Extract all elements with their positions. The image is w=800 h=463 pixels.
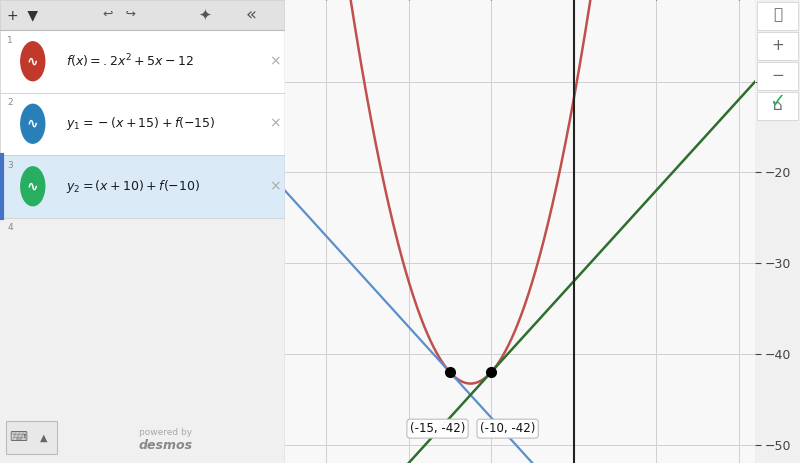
Bar [0,30,285,93]
Bar [758,93,798,120]
Text: (-10, -42): (-10, -42) [480,422,535,435]
Text: 1: 1 [7,36,13,44]
Text: ✦: ✦ [199,7,211,23]
Text: powered by: powered by [138,428,192,438]
Text: ▲: ▲ [41,432,48,443]
Bar [758,63,798,90]
Text: «: « [246,6,256,24]
Text: ×: × [270,54,281,68]
Bar [758,32,798,60]
Text: 🔧: 🔧 [773,7,782,23]
Text: ∿: ∿ [27,117,38,131]
Text: ∿: ∿ [27,54,38,68]
Circle shape [21,167,45,206]
Text: ⌨: ⌨ [10,431,27,444]
Bar [6,421,57,454]
Circle shape [21,42,45,81]
Text: desmos: desmos [138,439,192,452]
Text: ✓: ✓ [770,92,786,112]
Text: −: − [771,68,784,82]
Text: ↩   ↪: ↩ ↪ [103,8,136,21]
Bar [758,2,798,30]
Text: +  ▼: + ▼ [7,8,38,22]
Circle shape [21,104,45,143]
Text: +: + [771,38,784,52]
Bar [0,0,285,30]
Text: ×: × [270,117,281,131]
Text: (-15, -42): (-15, -42) [410,422,466,435]
Text: $y_1 = -(x+15)+f(-15)$: $y_1 = -(x+15)+f(-15)$ [66,115,215,132]
Text: 4: 4 [7,223,13,232]
Text: ×: × [270,179,281,193]
Text: $y_2 = (x+10)+f(-10)$: $y_2 = (x+10)+f(-10)$ [66,178,200,195]
Text: 2: 2 [7,98,13,107]
Text: ∿: ∿ [27,179,38,193]
Bar [0,93,285,155]
Text: $f(x) = .2x^2 + 5x - 12$: $f(x) = .2x^2 + 5x - 12$ [66,52,194,70]
Text: ⌂: ⌂ [773,98,782,113]
Bar [0,155,285,218]
Text: 3: 3 [7,161,13,169]
